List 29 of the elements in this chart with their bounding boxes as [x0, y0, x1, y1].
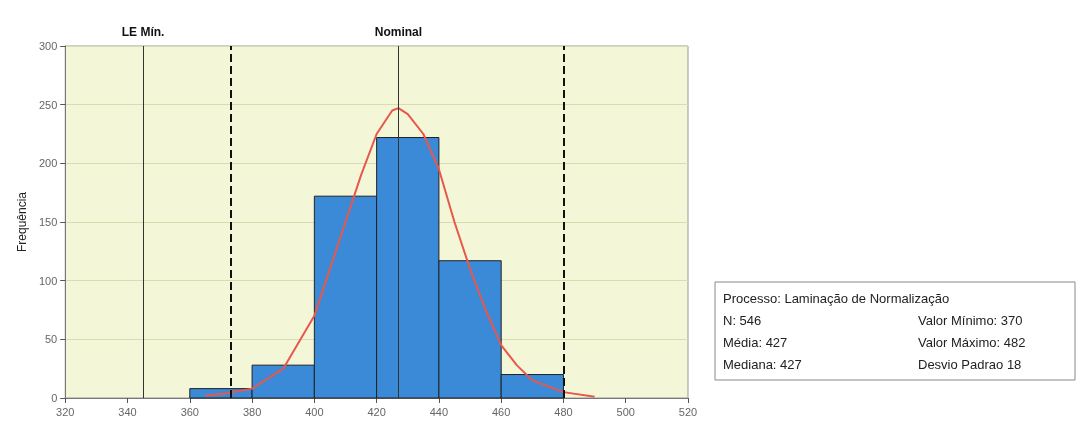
- y-axis-title: Frequência: [15, 191, 29, 253]
- y-tick-label: 200: [38, 157, 58, 170]
- y-tick-label: 150: [38, 216, 58, 228]
- y-tick-label: 250: [38, 98, 58, 111]
- text: Média: 427: [723, 335, 788, 350]
- x-tick-label: 360: [180, 405, 199, 418]
- x-tick-label: 320: [56, 405, 75, 418]
- text: Desvio Padrao 18: [918, 357, 1022, 372]
- text: Valor Máximo: 482: [918, 335, 1026, 350]
- text: N: 546: [723, 313, 762, 328]
- x-tick-label: 440: [429, 405, 449, 418]
- ref-line-label: LE Mín.: [121, 25, 165, 39]
- x-tick-label: 400: [305, 405, 324, 418]
- text: Mediana: 427: [723, 357, 802, 372]
- line-series: [204, 107, 596, 398]
- text: Valor Mínimo: 370: [918, 313, 1023, 328]
- x-tick-label: 380: [242, 405, 262, 418]
- x-tick-label: 520: [678, 405, 698, 418]
- y-tick-label: 0: [51, 392, 58, 404]
- text: Processo: Laminação de Normalização: [723, 291, 950, 306]
- ref-line-label: Nominal: [374, 25, 423, 39]
- x-tick-label: 420: [367, 405, 386, 418]
- x-tick-label: 460: [492, 405, 511, 418]
- y-tick-label: 100: [38, 274, 58, 287]
- y-tick-label: 300: [38, 40, 58, 52]
- y-tick-label: 50: [45, 333, 58, 346]
- x-tick-label: 340: [118, 405, 137, 418]
- x-tick-label: 480: [554, 405, 573, 418]
- x-tick-label: 500: [616, 405, 635, 418]
